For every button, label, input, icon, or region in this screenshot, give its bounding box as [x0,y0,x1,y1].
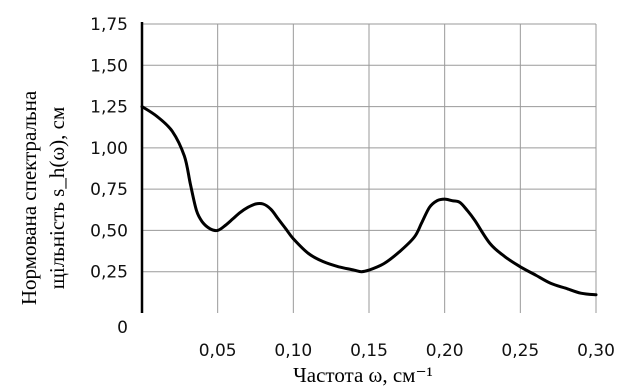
y-tick-labels: 0 0,25 0,50 0,75 1,00 1,25 1,50 1,75 [90,15,128,338]
x-tick-label: 0,10 [274,341,312,361]
y-tick-label: 0,50 [90,221,128,241]
x-tick-label: 0,20 [426,341,464,361]
y-axis-label-line-1: Нормована спектральна [17,90,41,305]
y-tick-label: 0,75 [90,180,128,200]
y-tick-label: 1,75 [90,15,128,35]
y-axis-label-line-2: щільність s_h(ω), см [45,107,69,290]
y-tick-label: 0,25 [90,263,128,283]
y-tick-label: 1,00 [90,139,128,159]
y-tick-label: 1,50 [90,56,128,76]
x-tick-label: 0,25 [501,341,539,361]
x-axis-label: Частота ω, см⁻¹ [293,363,433,387]
spectral-density-curve [140,105,598,297]
y-tick-label: 1,25 [90,98,128,118]
x-tick-label: 0,15 [350,341,388,361]
y-tick-label: 0 [117,318,128,338]
x-tick-labels: 0,05 0,10 0,15 0,20 0,25 0,30 [199,341,615,361]
x-tick-label: 0,05 [199,341,237,361]
x-tick-label: 0,30 [577,341,615,361]
